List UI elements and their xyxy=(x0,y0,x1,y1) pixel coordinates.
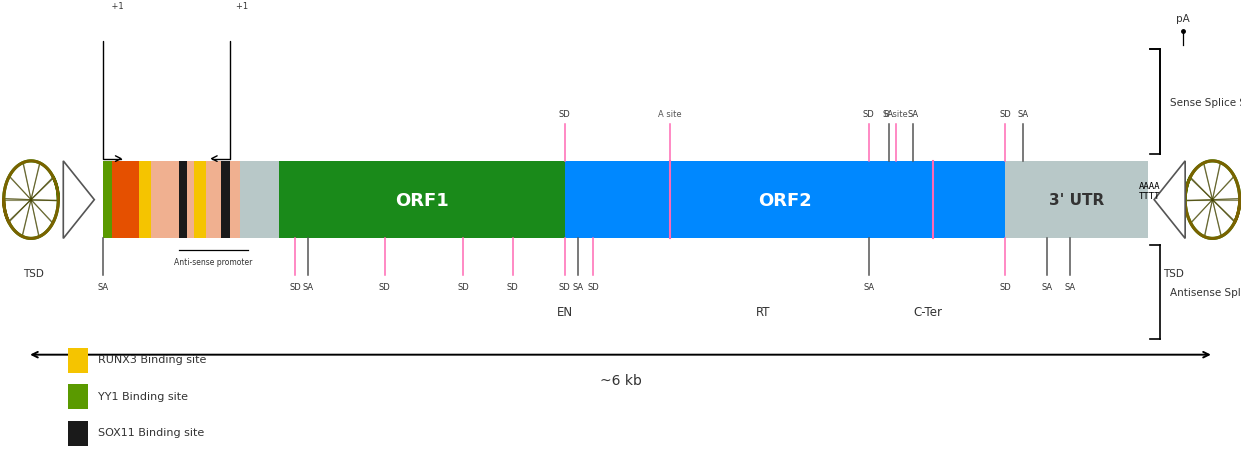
Text: SA: SA xyxy=(98,282,108,291)
Text: 3' UTR: 3' UTR xyxy=(1049,193,1104,207)
Text: SA: SA xyxy=(1042,282,1052,291)
Bar xyxy=(206,162,221,239)
Text: SD: SD xyxy=(587,282,599,291)
Text: SD: SD xyxy=(558,282,571,291)
Text: SA: SA xyxy=(573,282,583,291)
Text: A site: A site xyxy=(658,109,683,118)
Bar xyxy=(179,162,187,239)
Bar xyxy=(151,162,179,239)
Bar xyxy=(230,162,240,239)
Bar xyxy=(187,162,194,239)
Text: TSD: TSD xyxy=(24,268,43,278)
Bar xyxy=(279,162,565,239)
Polygon shape xyxy=(63,162,94,239)
Text: SA: SA xyxy=(908,109,918,118)
Bar xyxy=(103,162,112,239)
Text: ORF1: ORF1 xyxy=(395,191,449,209)
Text: RT: RT xyxy=(756,305,771,318)
Text: SD: SD xyxy=(379,282,391,291)
Text: C-Ter: C-Ter xyxy=(913,305,943,318)
Text: SD: SD xyxy=(558,109,571,118)
Text: SD: SD xyxy=(999,282,1011,291)
Bar xyxy=(240,162,279,239)
Text: SD: SD xyxy=(289,282,302,291)
Text: SOX11 Binding site: SOX11 Binding site xyxy=(98,427,205,437)
Text: YY1 Binding site: YY1 Binding site xyxy=(98,391,189,401)
Bar xyxy=(112,162,139,239)
Bar xyxy=(68,421,88,446)
Text: RUNX3 Binding site: RUNX3 Binding site xyxy=(98,354,206,364)
Text: SD: SD xyxy=(999,109,1011,118)
Text: EN: EN xyxy=(557,305,572,318)
Text: ~6 kb: ~6 kb xyxy=(599,373,642,387)
Bar xyxy=(221,162,230,239)
Bar xyxy=(565,162,1005,239)
Text: SD: SD xyxy=(506,282,519,291)
Text: SA: SA xyxy=(864,282,874,291)
Bar xyxy=(139,162,151,239)
Bar xyxy=(68,348,88,373)
Text: Sense Splice Sites: Sense Splice Sites xyxy=(1170,97,1241,107)
Text: Sense Promoter
    +1: Sense Promoter +1 xyxy=(101,0,168,11)
Polygon shape xyxy=(1154,162,1185,239)
Text: SD: SD xyxy=(457,282,469,291)
Text: SA: SA xyxy=(884,109,894,118)
Bar xyxy=(194,162,206,239)
Text: AAAA
TTTT: AAAA TTTT xyxy=(1138,182,1160,201)
Text: Antisense Promoter
        +1: Antisense Promoter +1 xyxy=(215,0,298,11)
Text: Antisense Splice Sites: Antisense Splice Sites xyxy=(1170,288,1241,297)
Text: SA: SA xyxy=(303,282,313,291)
Bar xyxy=(68,384,88,410)
Text: pA: pA xyxy=(1175,14,1190,24)
Text: ORF2: ORF2 xyxy=(758,191,812,209)
Text: B site: B site xyxy=(884,109,908,118)
Text: Anti-sense promoter: Anti-sense promoter xyxy=(174,257,253,266)
Text: SA: SA xyxy=(1065,282,1075,291)
Text: TSD: TSD xyxy=(1164,268,1184,278)
Bar xyxy=(1005,162,1148,239)
Text: SA: SA xyxy=(1018,109,1028,118)
Text: SD: SD xyxy=(862,109,875,118)
